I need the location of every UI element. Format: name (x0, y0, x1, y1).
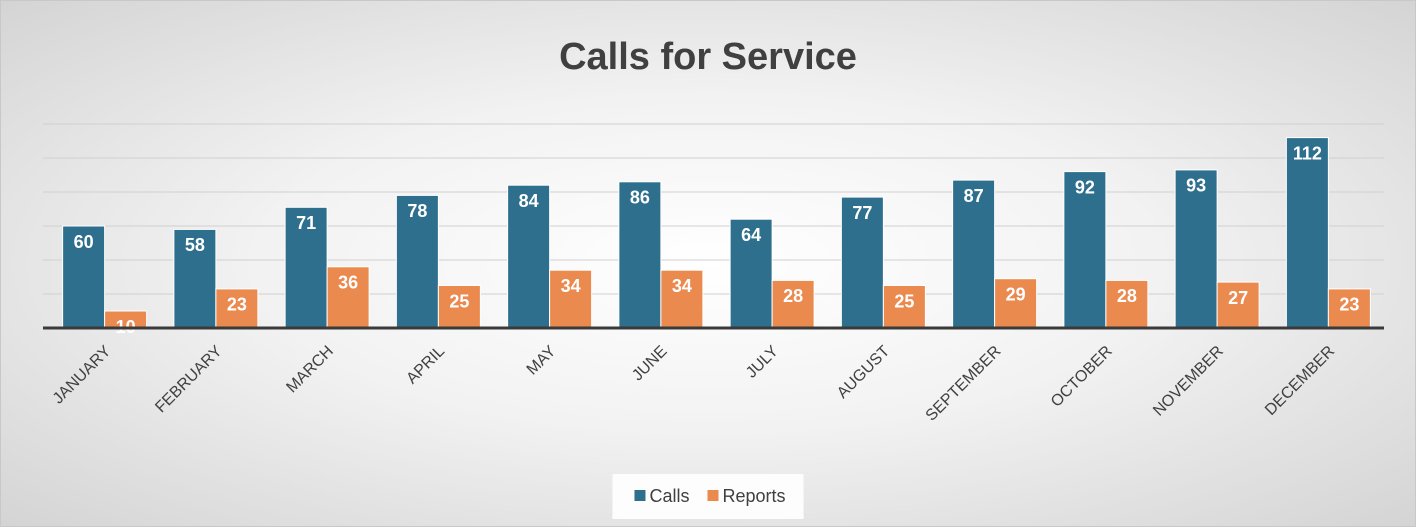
bar (729, 218, 773, 329)
x-tick-label: MAY (524, 343, 560, 379)
data-label: 77 (852, 203, 872, 223)
data-label: 84 (519, 191, 539, 211)
data-label: 23 (227, 295, 247, 315)
bar (507, 184, 551, 329)
data-label: 28 (1117, 286, 1137, 306)
legend: Calls Reports (612, 474, 804, 519)
data-label: 25 (449, 291, 469, 311)
data-label: 71 (296, 213, 316, 233)
x-tick-label: APRIL (403, 343, 448, 388)
bar (395, 194, 439, 329)
x-tick-label: SEPTEMBER (923, 343, 1005, 425)
x-tick-label: DECEMBER (1262, 343, 1338, 419)
data-label: 34 (672, 276, 692, 296)
data-label: 29 (1006, 284, 1026, 304)
bar (1327, 288, 1371, 329)
legend-swatch (634, 490, 646, 501)
data-label: 27 (1228, 288, 1248, 308)
x-tick-label: JANUARY (50, 343, 115, 408)
bar (1174, 169, 1218, 329)
bar (840, 196, 884, 329)
x-tick-label: JUNE (629, 343, 671, 385)
bar (618, 181, 662, 329)
data-label: 60 (74, 232, 94, 252)
data-label: 112 (1293, 143, 1322, 163)
data-label: 23 (1339, 295, 1359, 315)
bar (437, 285, 481, 329)
legend-label: Reports (722, 486, 785, 506)
data-label: 34 (561, 276, 581, 296)
x-tick-label: MARCH (283, 343, 337, 397)
x-tick-label: FEBRUARY (152, 343, 226, 417)
legend-swatch (707, 490, 719, 501)
data-label: 93 (1186, 176, 1206, 196)
bar (1216, 281, 1260, 329)
data-label: 87 (964, 186, 984, 206)
data-label: 86 (630, 188, 650, 208)
data-label: 92 (1075, 177, 1095, 197)
x-tick-label: OCTOBER (1048, 343, 1116, 411)
data-label: 28 (783, 286, 803, 306)
bar (1285, 137, 1329, 329)
bar (326, 266, 370, 329)
data-label: 64 (741, 225, 761, 245)
bar (1105, 279, 1149, 329)
data-label: 78 (407, 201, 427, 221)
bar (882, 285, 926, 329)
x-tick-label: JULY (743, 343, 782, 382)
x-tick-label: AUGUST (834, 343, 893, 402)
data-label: 25 (894, 291, 914, 311)
bar (952, 179, 996, 329)
bar (660, 269, 704, 329)
bar (994, 278, 1038, 329)
bar (1063, 171, 1107, 329)
chart-title: Calls for Service (559, 36, 857, 78)
legend-label: Calls (649, 486, 689, 506)
x-tick-label: NOVEMBER (1150, 343, 1227, 420)
data-label: 58 (185, 235, 205, 255)
data-label: 36 (338, 273, 358, 293)
bar (771, 279, 815, 329)
